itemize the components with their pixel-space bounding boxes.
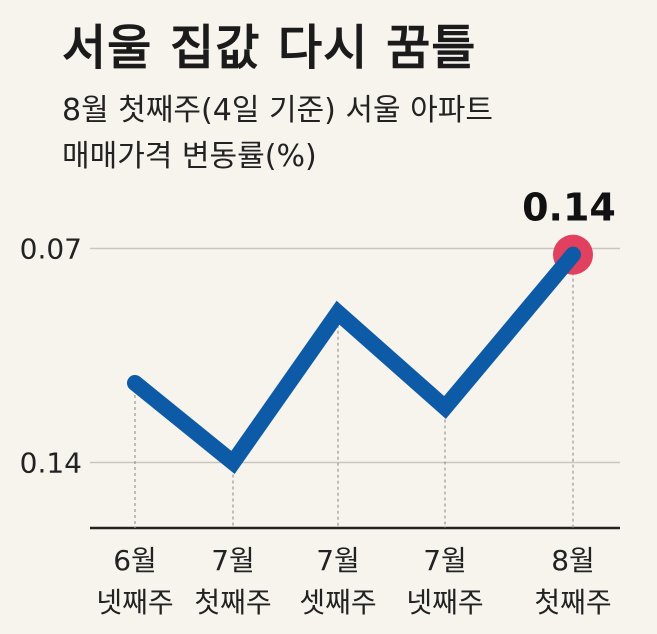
- y-tick-label: 0.07: [20, 233, 82, 266]
- x-tick-label: 7월 넷째주: [406, 544, 484, 619]
- series-line: [127, 246, 581, 475]
- y-tick-label: 0.14: [20, 446, 82, 479]
- x-tick-label: 7월 셋째주: [299, 544, 377, 619]
- x-tick-label: 6월 넷째주: [96, 544, 174, 619]
- chart-subtitle: 8월 첫째주(4일 기준) 서울 아파트 매매가격 변동률(%): [62, 93, 493, 174]
- annotation: 0.14: [522, 186, 616, 230]
- x-tick-label: 8월 첫째주: [534, 544, 612, 619]
- x-tick-label: 7월 첫째주: [194, 544, 272, 619]
- chart-title: 서울 집값 다시 꿈틀: [62, 20, 477, 76]
